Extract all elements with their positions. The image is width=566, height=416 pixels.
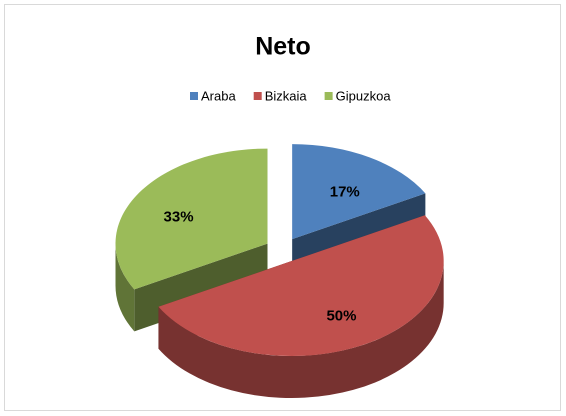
data-label: 17%	[330, 183, 360, 200]
slice	[158, 215, 444, 357]
slice-wall	[158, 261, 444, 399]
legend-swatch	[253, 92, 262, 100]
slice-wall	[115, 243, 135, 332]
legend-swatch	[190, 92, 198, 100]
legend-swatch	[324, 92, 333, 100]
legend-label: Bizkaia	[265, 88, 308, 103]
chart-title: Neto	[255, 33, 311, 61]
legend-label: Gipuzkoa	[336, 88, 392, 103]
data-label: 50%	[326, 308, 356, 325]
data-label: 33%	[164, 209, 194, 226]
slice	[115, 148, 268, 290]
slice	[292, 144, 426, 240]
legend-label: Araba	[201, 88, 236, 103]
